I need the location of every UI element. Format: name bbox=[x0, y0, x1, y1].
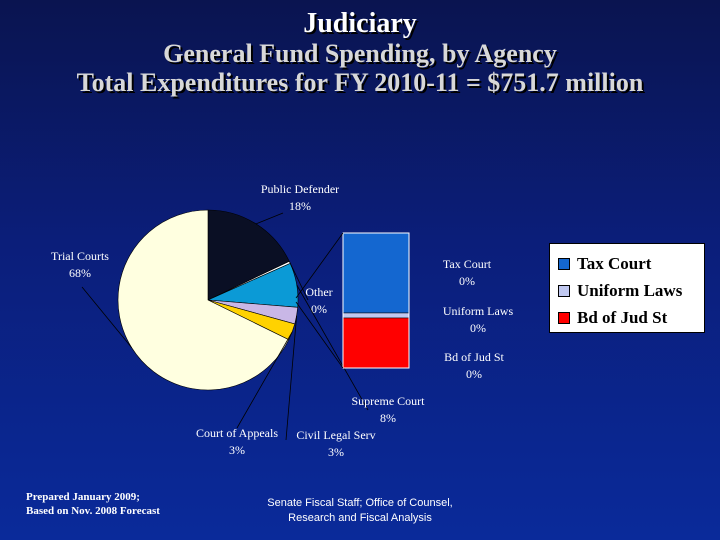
pie-pct-other: 0% bbox=[311, 302, 327, 316]
leader-line-court-of-appeals bbox=[236, 331, 293, 429]
pie-pct-public-defender: 18% bbox=[289, 199, 311, 213]
pie-pct-supreme-court: 8% bbox=[380, 411, 396, 425]
bar-segment-bd-of-jud-st bbox=[342, 317, 410, 369]
pie-label-court-of-appeals: Court of Appeals bbox=[196, 426, 278, 440]
pie-label-supreme-court: Supreme Court bbox=[352, 394, 426, 408]
bar-segment-tax-court bbox=[342, 232, 410, 314]
pie-slice-trial-courts bbox=[117, 209, 290, 391]
pie-label-civil-legal-serv: Civil Legal Serv bbox=[296, 428, 375, 442]
chart-subtitle: General Fund Spending, by Agency bbox=[163, 39, 557, 69]
pie-label-trial-courts: Trial Courts bbox=[51, 249, 109, 263]
leader-line-public-defender bbox=[255, 212, 284, 225]
connector-line-top bbox=[295, 232, 344, 299]
source-note-line2: Research and Fiscal Analysis bbox=[288, 512, 432, 525]
chart-total-line: Total Expenditures for FY 2010-11 = $751… bbox=[76, 68, 644, 98]
pie-pct-court-of-appeals: 3% bbox=[229, 443, 245, 457]
bar-pct-tax-court: 0% bbox=[459, 274, 475, 288]
pie-label-public-defender: Public Defender bbox=[261, 182, 339, 196]
legend-swatch-bd-of-jud-st bbox=[558, 311, 570, 324]
bar-label-uniform-laws: Uniform Laws bbox=[443, 304, 514, 318]
title-block: Judiciary General Fund Spending, by Agen… bbox=[0, 8, 720, 98]
legend-item-uniform-laws: Uniform Laws bbox=[558, 277, 704, 304]
leader-line-civil-legal-serv bbox=[285, 315, 298, 441]
legend-item-tax-court: Tax Court bbox=[558, 250, 704, 277]
pie-pct-trial-courts: 68% bbox=[69, 266, 91, 280]
legend-swatch-tax-court bbox=[558, 257, 570, 270]
bar-pct-bd-of-jud-st: 0% bbox=[466, 367, 482, 381]
breakout-bar-outline bbox=[342, 232, 410, 369]
bar-label-tax-court: Tax Court bbox=[443, 257, 492, 271]
bar-pct-uniform-laws: 0% bbox=[470, 321, 486, 335]
legend: Tax Court Uniform Laws Bd of Jud St bbox=[549, 243, 705, 333]
source-note: Senate Fiscal Staff; Office of Counsel, … bbox=[230, 496, 490, 527]
prepared-note: Prepared January 2009; Based on Nov. 200… bbox=[26, 490, 160, 519]
leader-line-other bbox=[289, 262, 309, 301]
source-note-line1: Senate Fiscal Staff; Office of Counsel, bbox=[267, 497, 453, 509]
legend-item-bd-of-jud-st: Bd of Jud St bbox=[558, 304, 704, 331]
pie-label-other: Other bbox=[305, 285, 332, 299]
legend-label-bd-of-jud-st: Bd of Jud St bbox=[577, 307, 668, 327]
chart-title: Judiciary bbox=[303, 8, 417, 39]
leader-line-supreme-court bbox=[296, 284, 369, 411]
connector-line-bottom bbox=[295, 301, 344, 369]
prepared-note-line1: Prepared January 2009; bbox=[26, 491, 140, 503]
legend-label-tax-court: Tax Court bbox=[577, 253, 652, 273]
prepared-note-line2: Based on Nov. 2008 Forecast bbox=[26, 505, 160, 518]
bar-label-bd-of-jud-st: Bd of Jud St bbox=[444, 350, 504, 364]
legend-label-uniform-laws: Uniform Laws bbox=[577, 280, 683, 300]
legend-swatch-uniform-laws bbox=[558, 284, 570, 297]
leader-line-trial-courts bbox=[81, 286, 132, 348]
pie-pct-civil-legal-serv: 3% bbox=[328, 445, 344, 459]
pie-slice-public-defender bbox=[207, 209, 290, 301]
bar-segment-uniform-laws bbox=[342, 312, 410, 319]
